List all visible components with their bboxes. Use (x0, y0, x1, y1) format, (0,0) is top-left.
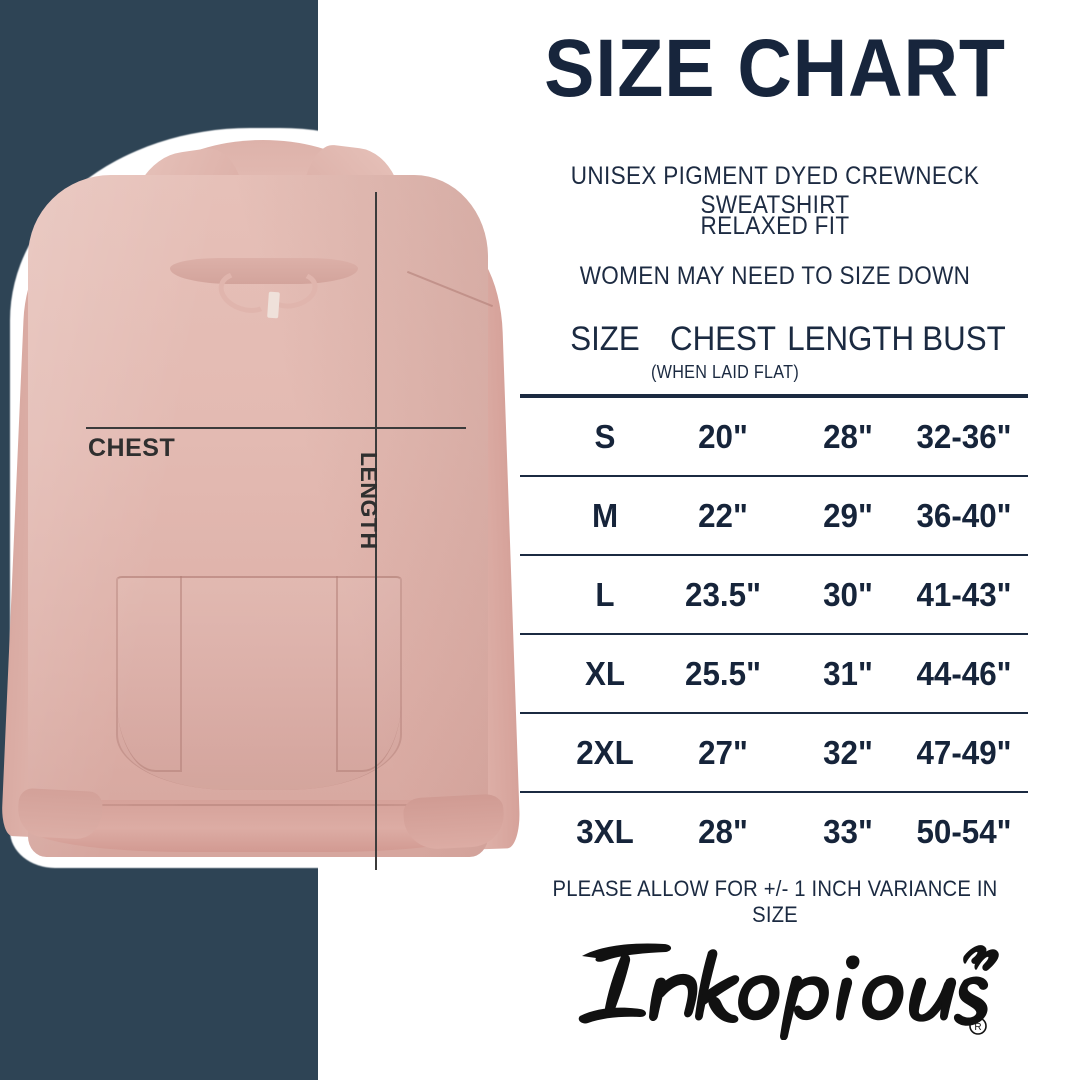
table-header-row: SIZE CHEST LENGTH BUST (WHEN LAID FLAT) (520, 320, 1028, 392)
product-photo: CHEST LENGTH (0, 0, 520, 1080)
column-header-length: LENGTH (787, 320, 915, 358)
registered-trademark-icon: R (969, 1017, 987, 1035)
table-row: S 20" 28" 32-36" (520, 398, 1028, 477)
pocket-opening-right (336, 576, 402, 772)
cell-bust: 36-40" (916, 497, 1012, 534)
cuff-left (16, 787, 104, 841)
cell-length: 33" (823, 813, 873, 850)
size-table: SIZE CHEST LENGTH BUST (WHEN LAID FLAT) … (520, 320, 1028, 872)
cell-length: 28" (823, 418, 873, 455)
table-top-rule (520, 394, 1028, 398)
chart-column: SIZE CHART UNISEX PIGMENT DYED CREWNECK … (510, 0, 1080, 1080)
hem-seam (36, 804, 480, 806)
cell-size: S (594, 418, 616, 455)
table-row: XL 25.5" 31" 44-46" (520, 635, 1028, 714)
cell-bust: 41-43" (916, 576, 1012, 613)
page-title: SIZE CHART (544, 23, 1006, 114)
table-row: 2XL 27" 32" 47-49" (520, 714, 1028, 793)
cell-length: 31" (823, 655, 873, 692)
cell-size: M (591, 497, 619, 534)
chest-measure-line (86, 427, 466, 429)
brand-logo: R (560, 930, 1000, 1040)
cell-bust: 44-46" (916, 655, 1012, 692)
pocket-opening-left (116, 576, 182, 772)
length-measure-label: LENGTH (356, 452, 382, 550)
cell-length: 30" (823, 576, 873, 613)
cell-chest: 25.5" (685, 655, 761, 692)
cell-size: 2XL (576, 734, 634, 771)
drawstring-aglet (267, 291, 280, 319)
cell-length: 29" (823, 497, 873, 534)
chest-note: (WHEN LAID FLAT) (650, 362, 800, 382)
svg-text:R: R (974, 1022, 981, 1033)
chest-measure-label: CHEST (88, 434, 176, 462)
cell-chest: 23.5" (685, 576, 761, 613)
sweatshirt-body (28, 175, 488, 857)
table-row: 3XL 28" 33" 50-54" (520, 793, 1028, 872)
table-row: L 23.5" 30" 41-43" (520, 556, 1028, 635)
subtitle-fit: RELAXED FIT (700, 212, 850, 240)
inkopious-wordmark-icon: R (578, 943, 999, 1040)
cell-chest: 28" (698, 813, 748, 850)
cell-size: L (595, 576, 615, 613)
column-header-bust: BUST (922, 320, 1006, 358)
cell-bust: 50-54" (916, 813, 1012, 850)
column-header-size: SIZE (570, 320, 640, 358)
table-row: M 22" 29" 36-40" (520, 477, 1028, 556)
cell-bust: 47-49" (916, 734, 1012, 771)
variance-footnote: PLEASE ALLOW FOR +/- 1 INCH VARIANCE IN … (552, 876, 998, 927)
column-header-chest: CHEST (669, 320, 777, 358)
cell-size: XL (584, 655, 626, 692)
neck-band (170, 258, 358, 284)
cell-bust: 32-36" (916, 418, 1012, 455)
subtitle-product: UNISEX PIGMENT DYED CREWNECK SWEATSHIRT (570, 162, 980, 219)
length-measure-line (375, 192, 377, 870)
cell-chest: 27" (698, 734, 748, 771)
cell-length: 32" (823, 734, 873, 771)
subtitle-advice: WOMEN MAY NEED TO SIZE DOWN (579, 262, 971, 290)
cell-size: 3XL (576, 813, 634, 850)
cell-chest: 22" (698, 497, 748, 534)
cell-chest: 20" (698, 418, 748, 455)
